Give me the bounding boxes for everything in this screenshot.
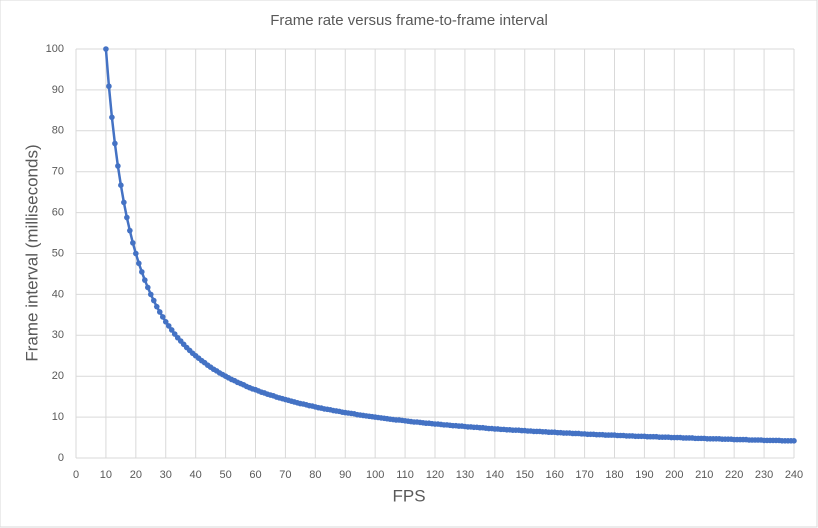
data-point — [112, 140, 118, 147]
y-tick-label: 20 — [52, 370, 64, 382]
data-point — [791, 438, 797, 444]
y-tick-label: 80 — [52, 125, 64, 137]
x-tick-label: 160 — [545, 469, 563, 481]
x-tick-label: 110 — [396, 469, 414, 481]
y-tick-label: 70 — [52, 166, 64, 178]
x-tick-label: 130 — [456, 469, 474, 481]
data-point — [145, 284, 151, 291]
x-tick-label: 100 — [366, 469, 384, 481]
x-tick-label: 50 — [219, 469, 231, 481]
data-point — [118, 182, 124, 188]
x-tick-label: 190 — [635, 469, 653, 481]
data-point — [106, 83, 112, 90]
x-tick-label: 150 — [516, 469, 534, 481]
data-point — [130, 240, 136, 246]
data-point — [159, 314, 166, 320]
data-point — [150, 297, 157, 304]
data-point — [127, 227, 133, 234]
x-tick-label: 140 — [486, 469, 504, 481]
y-tick-label: 0 — [58, 452, 64, 464]
data-point — [103, 46, 109, 52]
x-tick-label: 200 — [665, 469, 683, 481]
x-tick-label: 30 — [160, 469, 172, 481]
y-tick-label: 60 — [52, 207, 64, 219]
data-point — [153, 303, 160, 310]
x-tick-label: 10 — [100, 469, 112, 481]
x-tick-label: 120 — [426, 469, 444, 481]
y-tick-label: 30 — [52, 329, 64, 341]
x-tick-label: 180 — [605, 469, 623, 481]
data-point — [147, 291, 154, 298]
x-tick-label: 60 — [249, 469, 261, 481]
data-point — [165, 323, 172, 329]
data-point — [142, 277, 148, 283]
data-point — [139, 269, 145, 275]
x-tick-label: 170 — [575, 469, 593, 481]
x-tick-label: 70 — [279, 469, 291, 481]
data-point — [156, 309, 163, 315]
x-tick-label: 40 — [190, 469, 202, 481]
x-tick-label: 240 — [785, 469, 803, 481]
data-point — [168, 327, 175, 333]
x-tick-label: 210 — [695, 469, 713, 481]
x-axis-label: FPS — [392, 486, 425, 505]
data-point — [133, 250, 139, 257]
x-tick-label: 20 — [130, 469, 142, 481]
data-point — [124, 214, 130, 221]
y-tick-label: 100 — [46, 43, 64, 55]
x-tick-label: 220 — [725, 469, 743, 481]
data-point — [109, 114, 115, 121]
x-tick-label: 80 — [309, 469, 321, 481]
x-tick-label: 230 — [755, 469, 773, 481]
data-point — [121, 199, 127, 206]
y-tick-label: 40 — [52, 288, 64, 300]
data-point — [136, 260, 142, 267]
x-tick-label: 90 — [339, 469, 351, 481]
data-point — [115, 163, 121, 169]
y-axis-label: Frame interval (milliseconds) — [22, 144, 41, 361]
y-tick-label: 10 — [52, 411, 64, 423]
y-tick-label: 50 — [52, 247, 64, 259]
y-tick-label: 90 — [52, 84, 64, 96]
chart-title: Frame rate versus frame-to-frame interva… — [270, 12, 548, 29]
data-point — [162, 319, 169, 325]
x-tick-label: 0 — [73, 469, 79, 481]
